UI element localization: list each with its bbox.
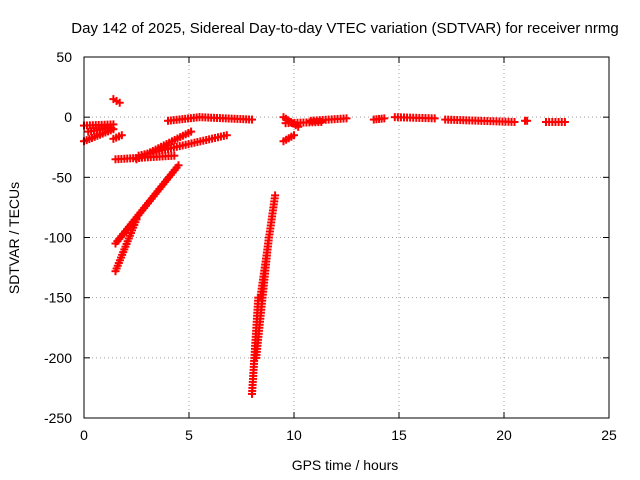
data-point-marker [342, 114, 351, 123]
data-points [80, 95, 569, 398]
data-point-marker [115, 98, 124, 107]
y-tick-label: 0 [64, 109, 72, 125]
x-tick-label: 0 [80, 427, 88, 443]
x-axis-label: GPS time / hours [292, 457, 399, 473]
grid-lines [84, 57, 609, 418]
x-tick-label: 15 [391, 427, 407, 443]
y-tick-label: -100 [44, 230, 72, 246]
data-point-marker [174, 161, 183, 170]
chart-title: Day 142 of 2025, Sidereal Day-to-day VTE… [71, 20, 618, 37]
data-point-marker [510, 117, 519, 126]
data-point-marker [117, 131, 126, 140]
y-axis-label: SDTVAR / TECUs [6, 182, 22, 294]
x-tick-label: 5 [185, 427, 193, 443]
y-tick-label: -200 [44, 350, 72, 366]
data-point-marker [523, 116, 532, 125]
axis-ticks: 0 5 10 15 20 25 -250 -200 -150 -100 -50 0 50 [44, 49, 617, 443]
y-tick-label: -50 [52, 169, 72, 185]
plot-frame [83, 56, 610, 419]
data-point-marker [271, 191, 280, 200]
y-tick-label: -250 [44, 410, 72, 426]
data-point-marker [380, 114, 389, 123]
data-point-marker [290, 131, 298, 140]
data-point-marker [187, 127, 196, 136]
x-tick-label: 20 [496, 427, 512, 443]
data-point-marker [222, 131, 231, 140]
data-point-marker [560, 117, 569, 126]
x-tick-label: 25 [601, 427, 617, 443]
data-point-marker [248, 115, 256, 124]
y-tick-label: 50 [56, 49, 72, 65]
data-point-marker [430, 114, 439, 123]
data-point-marker [170, 151, 179, 160]
x-tick-label: 10 [286, 427, 302, 443]
data-point-marker [107, 123, 116, 132]
y-tick-label: -150 [44, 290, 72, 306]
